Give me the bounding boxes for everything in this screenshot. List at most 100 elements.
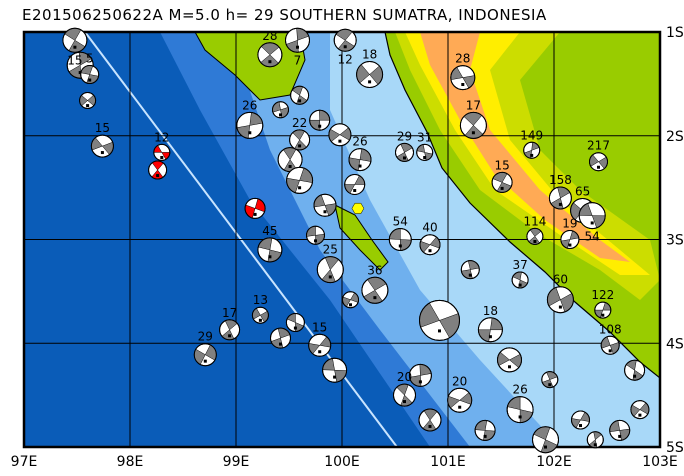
focal-mechanism-beachball[interactable] — [236, 111, 264, 139]
depth-label: 29 — [397, 129, 412, 143]
focal-mechanism-beachball[interactable] — [153, 143, 171, 161]
focal-mechanism-beachball[interactable] — [511, 271, 529, 289]
focal-mechanism-beachball[interactable] — [344, 174, 366, 195]
focal-mechanism-beachball[interactable] — [419, 234, 441, 256]
focal-mechanism-beachball[interactable] — [313, 193, 337, 217]
focal-mechanism-beachball[interactable] — [474, 419, 496, 441]
focal-mechanism-beachball[interactable] — [316, 256, 344, 284]
focal-mechanism-beachball[interactable] — [251, 306, 269, 324]
focal-mechanism-beachball[interactable] — [388, 228, 412, 251]
focal-mechanism-beachball[interactable] — [491, 171, 513, 193]
focal-mechanism-beachball[interactable] — [395, 142, 414, 162]
lon-tick-label: 100E — [324, 454, 360, 470]
focal-mechanism-beachball[interactable] — [257, 42, 283, 68]
focal-mechanism-beachball[interactable] — [497, 347, 522, 373]
focal-mechanism-beachball[interactable] — [418, 408, 442, 432]
focal-mechanism-beachball[interactable] — [244, 197, 266, 219]
lat-tick-label: 3S — [666, 233, 684, 249]
focal-mechanism-beachball[interactable] — [333, 28, 357, 52]
focal-mechanism-beachball[interactable] — [257, 237, 283, 263]
focal-mechanism-beachball[interactable] — [348, 148, 372, 172]
depth-label: 114 — [523, 214, 546, 228]
lon-tick-label: 99E — [223, 454, 250, 470]
focal-mechanism-beachball[interactable] — [148, 160, 168, 180]
focal-mechanism-beachball[interactable] — [270, 327, 291, 349]
focal-mechanism-beachball[interactable] — [546, 286, 574, 314]
depth-label: 45 — [262, 224, 277, 238]
focal-mechanism-beachball[interactable] — [286, 166, 314, 194]
depth-label: 60 — [553, 273, 568, 287]
depth-label: 15 — [494, 158, 509, 172]
focal-mechanism-beachball[interactable] — [408, 363, 432, 387]
focal-mechanism-beachball[interactable] — [609, 419, 631, 441]
focal-mechanism-beachball[interactable] — [594, 301, 612, 319]
depth-label: 54 — [585, 230, 600, 244]
depth-label: 20 — [452, 374, 467, 388]
focal-mechanism-beachball[interactable] — [460, 260, 480, 280]
depth-label: 31 — [417, 130, 432, 144]
focal-mechanism-beachball[interactable] — [447, 387, 473, 413]
focal-mechanism-beachball[interactable] — [193, 343, 217, 367]
focal-mechanism-beachball[interactable] — [306, 225, 325, 245]
focal-mechanism-beachball[interactable] — [342, 291, 359, 309]
depth-label: 26 — [512, 383, 527, 397]
focal-mechanism-beachball[interactable] — [285, 313, 305, 332]
depth-label: 15 — [312, 320, 327, 334]
focal-mechanism-beachball[interactable] — [80, 65, 100, 84]
focal-mechanism-beachball[interactable] — [450, 65, 476, 91]
depth-label: 54 — [393, 215, 408, 229]
depth-label: 29 — [198, 330, 213, 344]
focal-mechanism-beachball[interactable] — [289, 129, 311, 151]
depth-label: 22 — [292, 116, 307, 130]
depth-label: 18 — [483, 304, 498, 318]
focal-mechanism-beachball[interactable] — [624, 359, 646, 381]
focal-mechanism-beachball[interactable] — [309, 109, 331, 131]
depth-label: 40 — [422, 221, 437, 235]
lon-tick-label: 103E — [642, 454, 678, 470]
focal-mechanism-beachball[interactable] — [79, 92, 97, 109]
lat-tick-label: 5S — [666, 440, 684, 456]
focal-mechanism-beachball[interactable] — [272, 101, 289, 119]
focal-mechanism-beachball[interactable] — [506, 396, 534, 424]
focal-mechanism-beachball[interactable] — [459, 111, 487, 139]
focal-mechanism-beachball[interactable] — [361, 276, 389, 304]
focal-mechanism-beachball[interactable] — [526, 227, 544, 245]
focal-mechanism-beachball[interactable] — [90, 134, 114, 158]
focal-mechanism-beachball[interactable] — [560, 230, 580, 249]
focal-mechanism-beachball[interactable] — [419, 299, 460, 341]
focal-mechanism-beachball[interactable] — [285, 27, 310, 53]
focal-mechanism-beachball[interactable] — [416, 143, 434, 161]
pagai-islands — [334, 204, 389, 271]
depth-label: 217 — [587, 139, 610, 153]
focal-mechanism-beachball[interactable] — [219, 319, 241, 341]
depth-label: 18 — [362, 48, 377, 62]
map-title: E201506250622A M=5.0 h= 29 SOUTHERN SUMA… — [22, 6, 547, 24]
focal-mechanism-beachball[interactable] — [328, 123, 352, 147]
depth-label: 108 — [599, 322, 622, 336]
depth-label: 19 — [562, 217, 577, 231]
focal-mechanism-beachball[interactable] — [589, 152, 608, 172]
depth-label: 15 — [95, 121, 110, 135]
depth-label: 28 — [262, 29, 277, 43]
lon-tick-label: 97E — [11, 454, 38, 470]
focal-mechanism-beachball[interactable] — [308, 333, 332, 357]
focal-mechanism-beachball[interactable] — [541, 371, 559, 389]
focal-mechanism-beachball[interactable] — [600, 335, 620, 355]
focal-mechanism-beachball[interactable] — [477, 317, 503, 343]
focal-mechanism-beachball[interactable] — [290, 85, 310, 105]
focal-mechanism-beachball[interactable] — [523, 141, 541, 159]
focal-mechanism-beachball[interactable] — [630, 400, 650, 420]
focal-mechanism-beachball[interactable] — [322, 357, 348, 383]
depth-label: 12 — [338, 52, 353, 66]
depth-label: 158 — [549, 173, 572, 187]
focal-mechanism-beachball[interactable] — [578, 202, 606, 230]
focal-mechanism-beachball[interactable] — [356, 61, 384, 88]
focal-mechanism-beachball[interactable] — [571, 410, 590, 430]
focal-mechanism-beachball[interactable] — [548, 186, 572, 210]
focal-mechanism-beachball[interactable] — [532, 426, 559, 454]
depth-label: 5 — [86, 52, 94, 66]
depth-label: 122 — [591, 288, 614, 302]
focal-mechanism-beachball[interactable] — [393, 383, 416, 407]
focal-mechanism-beachball[interactable] — [586, 431, 604, 449]
focal-mechanism-beachball[interactable] — [62, 27, 88, 53]
